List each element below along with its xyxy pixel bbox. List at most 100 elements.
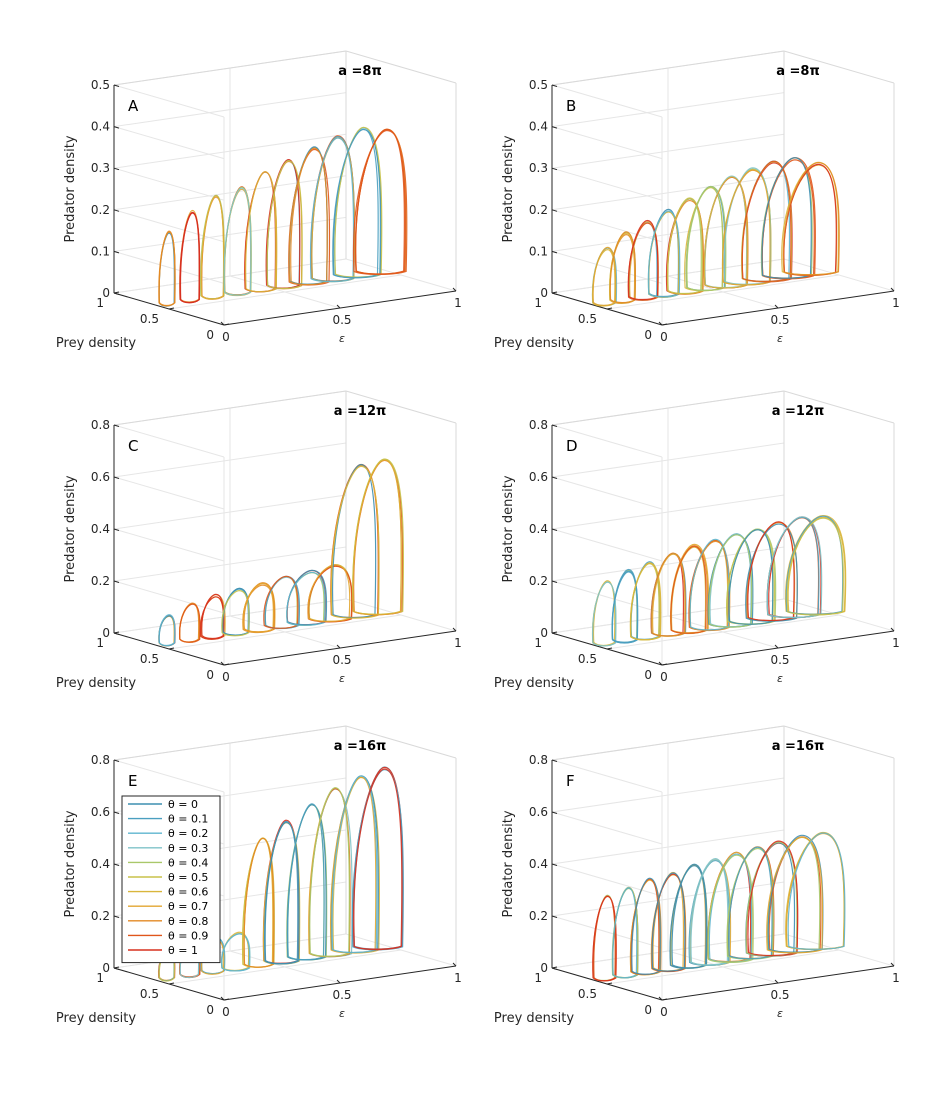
z-tick [551, 580, 558, 583]
y-tick-label: 1 [534, 636, 542, 650]
series-line [685, 185, 727, 291]
z-tick-label: 0.2 [91, 909, 110, 923]
z-axis-label: Predator density [63, 475, 78, 582]
series-line [741, 160, 792, 282]
series-line [745, 523, 798, 622]
x-tick-label: 0.5 [770, 313, 789, 327]
x-tick [890, 962, 895, 967]
grid-line [345, 598, 457, 632]
x-axis-label: ε [339, 332, 345, 345]
y-tick [606, 647, 613, 650]
y-tick [168, 982, 175, 985]
y-axis-label: Prey density [494, 676, 574, 691]
series-line [200, 195, 225, 300]
z-tick-label: 0.4 [91, 857, 110, 871]
z-tick-label: 0.8 [529, 418, 548, 432]
series-line [308, 565, 353, 623]
series-line [761, 157, 812, 279]
x-tick [774, 979, 779, 984]
box-edge [783, 50, 895, 84]
z-tick [113, 250, 120, 254]
series-line [264, 820, 299, 965]
y-tick-label: 1 [96, 971, 104, 985]
series-line [592, 895, 617, 982]
grid-line [345, 258, 457, 292]
series-line [221, 590, 250, 637]
y-tick [168, 307, 175, 310]
grid-line [168, 614, 402, 650]
series-line [631, 877, 661, 975]
x-axis-label: ε [777, 672, 783, 685]
grid-line [606, 614, 840, 650]
box-edge [783, 390, 895, 424]
series-line [158, 230, 176, 307]
series-line [242, 582, 275, 633]
grid-line [113, 528, 225, 562]
y-axis-label: Prey density [56, 676, 136, 691]
x-tick [220, 996, 225, 1001]
z-tick-label: 0.4 [91, 120, 110, 134]
x-tick-label: 0 [660, 670, 668, 684]
legend-entry: θ = 0.4 [168, 856, 208, 869]
z-tick-label: 0.4 [529, 120, 548, 134]
grid-line [551, 84, 663, 118]
x-tick [336, 304, 341, 309]
x-tick [452, 962, 457, 967]
panel-title: a =12π [772, 404, 825, 419]
z-tick [551, 476, 558, 479]
series-line [242, 837, 275, 968]
series-group [157, 766, 404, 982]
y-tick-label: 1 [534, 971, 542, 985]
z-tick [113, 424, 120, 427]
x-tick [658, 661, 663, 666]
grid-line [551, 863, 663, 897]
y-tick [223, 323, 230, 326]
series-group [591, 515, 847, 647]
grid-line [113, 209, 225, 243]
series-line [592, 248, 616, 307]
series-line [650, 552, 686, 637]
x-tick-label: 0 [660, 1005, 668, 1019]
grid-line [345, 933, 457, 967]
grid-line [783, 258, 895, 292]
legend-entry: θ = 0.6 [168, 886, 208, 899]
grid-line [551, 580, 663, 614]
panel-title: a =16π [772, 739, 825, 754]
x-axis-label: ε [339, 1007, 345, 1020]
y-tick [113, 291, 120, 294]
series-line [158, 614, 176, 647]
x-tick [452, 287, 457, 292]
legend-entry: θ = 0.8 [168, 915, 208, 928]
y-tick [661, 998, 668, 1001]
series-line [689, 538, 730, 631]
z-tick-label: 0 [540, 626, 548, 640]
series-line [352, 459, 402, 616]
z-tick-label: 0 [102, 626, 110, 640]
x-tick-label: 0 [222, 1005, 230, 1019]
series-line [666, 197, 704, 295]
x-axis-label: ε [339, 672, 345, 685]
legend-entry: θ = 0.1 [168, 813, 208, 826]
z-tick [551, 915, 558, 918]
z-tick [113, 759, 120, 762]
z-tick [551, 84, 558, 87]
grid-line [551, 209, 663, 243]
z-axis-label: Predator density [63, 135, 78, 242]
series-line [179, 212, 201, 304]
x-tick [220, 661, 225, 666]
z-tick [551, 250, 558, 254]
z-tick-label: 0.4 [529, 857, 548, 871]
x-tick-label: 1 [454, 296, 462, 310]
series-line [332, 128, 379, 279]
x-tick [890, 287, 895, 292]
series-line [179, 209, 201, 303]
series-line [201, 196, 225, 300]
grid-line [783, 598, 895, 632]
x-tick [220, 321, 225, 326]
x-tick-label: 0.5 [770, 653, 789, 667]
y-tick-label: 0 [206, 668, 214, 682]
series-line [630, 561, 660, 640]
series-line [630, 563, 660, 641]
